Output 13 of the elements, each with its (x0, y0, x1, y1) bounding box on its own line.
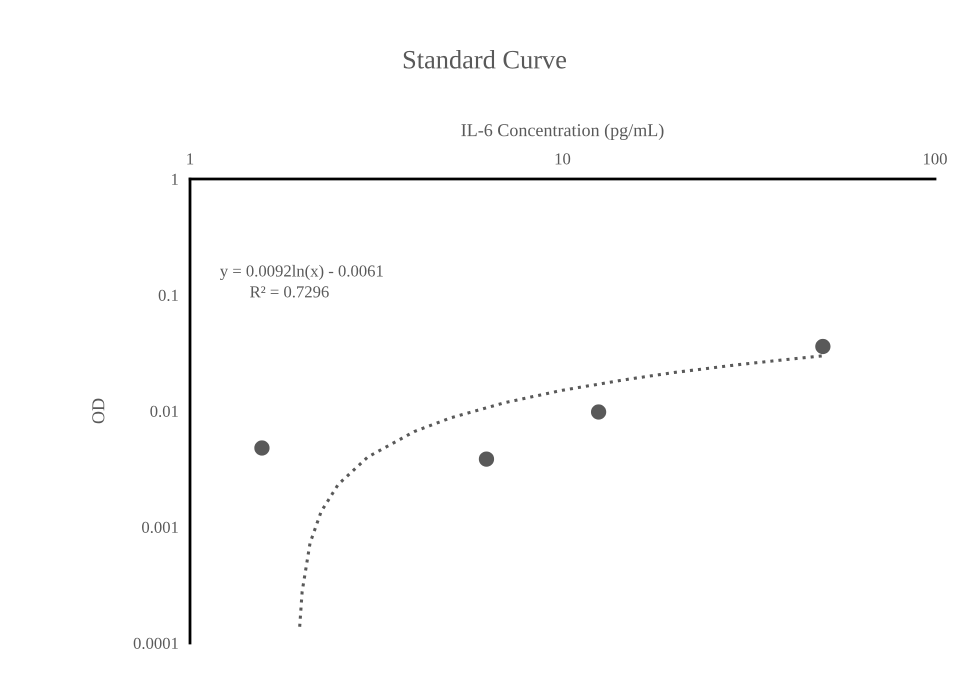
x-tick-label: 10 (556, 153, 570, 165)
y-axis-title: OD (92, 398, 104, 424)
chart-title: Standard Curve (404, 50, 566, 69)
annotation: R² = 0.7296 (250, 286, 329, 298)
x-tick-label: 1 (187, 153, 194, 164)
y-tick-label: 1 (172, 174, 178, 185)
y-tick-label: 0.01 (150, 406, 178, 418)
x-tick-label: 100 (924, 153, 947, 165)
x-axis-title: IL-6 Concentration (pg/mL) (461, 124, 664, 140)
y-tick-label: 0.001 (142, 522, 178, 534)
y-tick-label: 0.0001 (134, 638, 178, 650)
annotation: y = 0.0092ln(x) - 0.0061 (220, 264, 383, 280)
y-tick-label: 0.1 (158, 290, 178, 302)
